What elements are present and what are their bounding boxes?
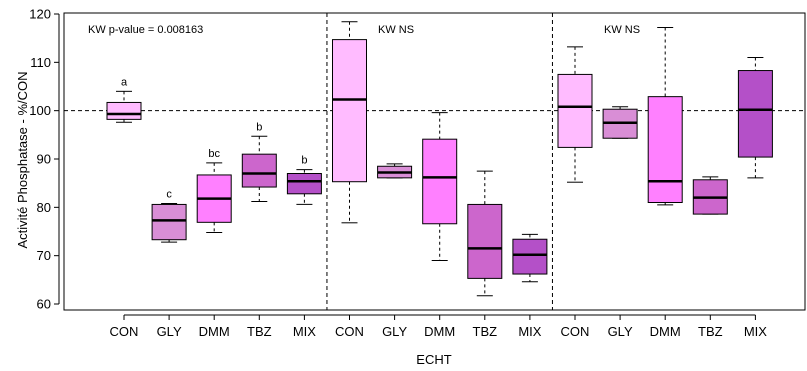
annotation-kw-ns-right: KW NS [604, 24, 640, 36]
x-tick-label-dmm: DMM [650, 324, 681, 339]
box-13-dmm [647, 27, 683, 206]
group-letter: c [166, 188, 172, 200]
x-tick-label-gly: GLY [608, 324, 633, 339]
box-iqr [151, 203, 187, 241]
box-iqr [241, 153, 277, 188]
box-10-mix [512, 233, 548, 283]
box-9-tbz [467, 170, 503, 297]
box-iqr [737, 70, 773, 158]
box-1-con: a [106, 76, 142, 123]
box-layer: a c bc b b [106, 21, 773, 297]
annotation-kw-pvalue: KW p-value = 0.008163 [88, 24, 203, 36]
x-tick-label-tbz: TBZ [698, 324, 723, 339]
box-iqr [286, 173, 322, 195]
box-iqr [647, 96, 683, 203]
x-tick-label-con: CON [561, 324, 590, 339]
group-letter: b [256, 121, 262, 133]
y-tick-label: 100 [29, 103, 51, 118]
box-iqr [422, 138, 458, 225]
y-tick-label: 80 [37, 200, 51, 215]
box-5-mix: b [286, 155, 322, 205]
x-tick-label-con: CON [335, 324, 364, 339]
x-tick-label-mix: MIX [744, 324, 767, 339]
box-8-dmm [422, 112, 458, 261]
x-axis: CON GLY DMM TBZ MIX CON GLY DMM TBZ MIX CON GLY DMM T… [110, 314, 767, 339]
y-axis: 60 70 80 90 100 110 120 [29, 7, 60, 312]
box-14-tbz [692, 176, 728, 215]
box-15-mix [737, 57, 773, 179]
y-axis-title: Activité Phosphatase - %/CON [15, 71, 30, 248]
y-tick-label: 90 [37, 152, 51, 167]
box-2-gly: c [151, 188, 187, 243]
box-iqr [557, 73, 593, 148]
box-iqr [332, 39, 367, 183]
y-tick-label: 60 [37, 297, 51, 312]
x-tick-label-dmm: DMM [199, 324, 230, 339]
x-axis-title: ECHT [416, 352, 451, 367]
x-tick-label-tbz: TBZ [473, 324, 498, 339]
group-letter: a [121, 76, 128, 88]
group-separators [326, 13, 553, 310]
x-tick-label-con: CON [110, 324, 139, 339]
x-tick-label-mix: MIX [518, 324, 541, 339]
x-tick-label-gly: GLY [157, 324, 182, 339]
y-tick-label: 110 [30, 55, 51, 70]
y-tick-label: 70 [37, 248, 51, 263]
box-3-dmm: bc [196, 148, 232, 233]
box-7-gly [377, 163, 413, 179]
annotation-kw-ns-middle: KW NS [378, 24, 414, 36]
x-tick-label-gly: GLY [382, 324, 407, 339]
group-letter: bc [208, 148, 220, 160]
box-6-con [332, 21, 367, 224]
group-letter: b [301, 155, 307, 167]
box-iqr [512, 238, 548, 275]
box-12-gly [602, 106, 638, 139]
x-tick-label-tbz: TBZ [247, 324, 272, 339]
y-tick-label: 120 [29, 7, 51, 22]
box-iqr [106, 101, 142, 120]
box-iqr [467, 203, 503, 279]
x-tick-label-mix: MIX [293, 324, 316, 339]
box-4-tbz: b [241, 121, 277, 203]
box-11-con [557, 46, 593, 183]
x-tick-label-dmm: DMM [424, 324, 455, 339]
